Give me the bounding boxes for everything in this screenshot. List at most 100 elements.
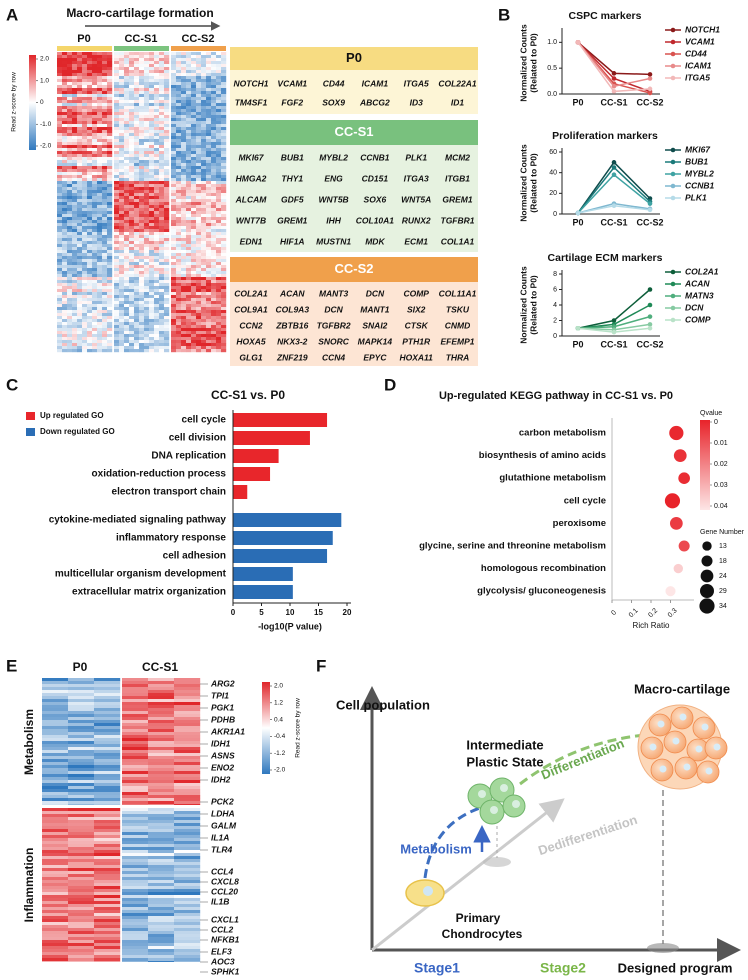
heatmap-cell [144, 76, 150, 80]
heatmap-cell [77, 199, 83, 203]
chart-title: Cartilage ECM markers [548, 252, 663, 264]
heatmap-cell [139, 247, 145, 251]
heatmap-cell [154, 280, 160, 284]
heatmap-cell [181, 154, 187, 158]
heatmap-cell [42, 874, 69, 878]
heatmap-cell [164, 292, 170, 296]
heatmap-cell [82, 121, 88, 125]
heatmap-cell [206, 316, 212, 320]
heatmap-cell [149, 253, 155, 257]
heatmap-cell [164, 133, 170, 137]
heatmap-cell [67, 94, 73, 98]
heatmap-cell [119, 244, 125, 248]
heatmap-cell [159, 145, 165, 149]
heatmap-cell [174, 687, 201, 691]
kegg-bubble-chart: Up-regulated KEGG pathway in CC-S1 vs. P… [419, 390, 745, 630]
heatmap-cell [42, 931, 69, 935]
heatmap-cell [164, 58, 170, 62]
legend-label: VCAM1 [685, 36, 715, 46]
heatmap-cell [144, 91, 150, 95]
heatmap-cell [82, 307, 88, 311]
heatmap-cell [174, 823, 201, 827]
heatmap-cell [72, 115, 78, 119]
heatmap-cell [154, 295, 160, 299]
heatmap-cell [191, 112, 197, 116]
heatmap-cell [122, 934, 149, 938]
heatmap-cell [62, 241, 68, 245]
heatmap-cell [149, 121, 155, 125]
heatmap-cell [176, 202, 182, 206]
heatmap-cell [62, 52, 68, 56]
heatmap-cell [67, 256, 73, 260]
heatmap-cell [196, 163, 202, 167]
heatmap-cell [67, 88, 73, 92]
heatmap-cell [186, 244, 192, 248]
heatmap-cell [171, 121, 177, 125]
heatmap-cell [62, 208, 68, 212]
heatmap-cell [92, 274, 98, 278]
chart-title: CC-S1 vs. P0 [211, 388, 285, 402]
heatmap-cell [206, 112, 212, 116]
heatmap-cell [196, 265, 202, 269]
heatmap-cell [77, 343, 83, 347]
heatmap-cell [148, 711, 175, 715]
heatmap-cell [57, 178, 63, 182]
column-label: CC-S2 [181, 33, 214, 45]
heatmap-cell [68, 949, 95, 953]
heatmap-cell [196, 325, 202, 329]
category-label: multicellular organism development [55, 569, 227, 580]
heatmap-cell [42, 765, 69, 769]
heatmap-cell [94, 832, 121, 836]
heatmap-cell [191, 238, 197, 242]
heatmap-cell [191, 229, 197, 233]
heatmap-cell [139, 238, 145, 242]
heatmap-cell [181, 301, 187, 305]
heatmap-cell [122, 910, 149, 914]
heatmap-cell [221, 313, 227, 317]
heatmap-cell [206, 76, 212, 80]
legend-label: DCN [685, 302, 704, 312]
heatmap-cell [139, 58, 145, 62]
heatmap-cell [186, 163, 192, 167]
heatmap-cell [94, 798, 121, 802]
legend-label: COL2A1 [685, 266, 719, 276]
heatmap-cell [176, 76, 182, 80]
heatmap-cell [94, 738, 121, 742]
heatmap-cell [154, 67, 160, 71]
heatmap-cell [62, 145, 68, 149]
heatmap-cell [206, 91, 212, 95]
heatmap-cell [159, 124, 165, 128]
heatmap-cell [174, 844, 201, 848]
heatmap-cell [181, 166, 187, 170]
heatmap-cell [94, 940, 121, 944]
gene-name: ITGB1 [445, 173, 470, 183]
heatmap-cell [196, 310, 202, 314]
heatmap-cell [42, 865, 69, 869]
heatmap-cell [122, 946, 149, 950]
heatmap-cell [201, 118, 207, 122]
gene-name: GALM [211, 820, 237, 830]
heatmap-cell [62, 109, 68, 113]
heatmap-cell [94, 853, 121, 857]
heatmap-cell [186, 349, 192, 353]
heatmap-cell [77, 304, 83, 308]
heatmap-cell [211, 322, 217, 326]
heatmap-cell [144, 85, 150, 89]
heatmap-cell [62, 112, 68, 116]
heatmap-cell [72, 130, 78, 134]
heatmap-cell [129, 115, 135, 119]
heatmap-cell [72, 187, 78, 191]
heatmap-cell [164, 85, 170, 89]
heatmap-cell [68, 853, 95, 857]
heatmap-cell [148, 853, 175, 857]
heatmap-cell [134, 286, 140, 290]
heatmap-cell [57, 109, 63, 113]
nucleus [423, 886, 433, 896]
heatmap-cell [144, 106, 150, 110]
heatmap-cell [134, 337, 140, 341]
heatmap-cell [201, 103, 207, 107]
gene-name: SOX9 [322, 97, 345, 107]
heatmap-cell [221, 130, 227, 134]
heatmap-cell [124, 85, 130, 89]
heatmap-cell [134, 280, 140, 284]
